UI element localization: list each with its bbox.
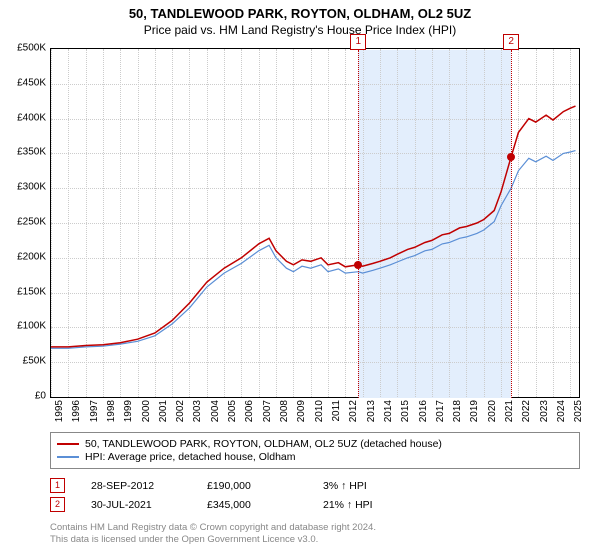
- marker-line: [358, 50, 359, 398]
- x-tick-label: 1999: [123, 400, 134, 422]
- legend-label: 50, TANDLEWOOD PARK, ROYTON, OLDHAM, OL2…: [85, 438, 442, 450]
- transaction-date: 28-SEP-2012: [91, 480, 181, 492]
- transaction-delta: 3% ↑ HPI: [323, 480, 413, 492]
- y-tick-label: £200K: [17, 251, 46, 262]
- x-tick-label: 2012: [348, 400, 359, 422]
- legend-row: HPI: Average price, detached house, Oldh…: [57, 451, 573, 463]
- marker-line: [511, 50, 512, 398]
- legend-swatch: [57, 443, 79, 445]
- x-tick-label: 2016: [418, 400, 429, 422]
- x-tick-label: 2009: [296, 400, 307, 422]
- legend-label: HPI: Average price, detached house, Oldh…: [85, 451, 296, 463]
- transaction-delta: 21% ↑ HPI: [323, 499, 413, 511]
- transaction-dot: [507, 153, 515, 161]
- legend-row: 50, TANDLEWOOD PARK, ROYTON, OLDHAM, OL2…: [57, 438, 573, 450]
- legend-swatch: [57, 456, 79, 458]
- footer-line: Contains HM Land Registry data © Crown c…: [50, 522, 376, 534]
- x-tick-label: 2002: [175, 400, 186, 422]
- transaction-dot: [354, 261, 362, 269]
- x-tick-label: 2017: [435, 400, 446, 422]
- y-tick-label: £150K: [17, 286, 46, 297]
- series-line: [51, 151, 576, 349]
- transaction-badge: 1: [50, 478, 65, 493]
- series-line: [51, 106, 576, 347]
- x-tick-label: 2008: [279, 400, 290, 422]
- x-tick-label: 1995: [54, 400, 65, 422]
- transaction-badge: 2: [50, 497, 65, 512]
- transaction-row: 1 28-SEP-2012 £190,000 3% ↑ HPI: [50, 478, 413, 493]
- x-tick-label: 2013: [366, 400, 377, 422]
- y-tick-label: £500K: [17, 43, 46, 54]
- x-tick-label: 2004: [210, 400, 221, 422]
- y-tick-label: £450K: [17, 77, 46, 88]
- x-tick-label: 2005: [227, 400, 238, 422]
- y-tick-label: £250K: [17, 217, 46, 228]
- transaction-price: £190,000: [207, 480, 297, 492]
- x-tick-label: 2014: [383, 400, 394, 422]
- marker-badge: 2: [503, 34, 519, 50]
- y-tick-label: £400K: [17, 112, 46, 123]
- line-series: [51, 49, 579, 397]
- x-tick-label: 2022: [521, 400, 532, 422]
- x-tick-label: 1998: [106, 400, 117, 422]
- x-tick-label: 2019: [469, 400, 480, 422]
- x-tick-label: 1996: [71, 400, 82, 422]
- marker-badge: 1: [350, 34, 366, 50]
- y-tick-label: £350K: [17, 147, 46, 158]
- transaction-table: 1 28-SEP-2012 £190,000 3% ↑ HPI 2 30-JUL-2021…: [50, 474, 413, 516]
- x-tick-label: 2000: [141, 400, 152, 422]
- plot-region: [50, 48, 580, 398]
- x-tick-label: 2011: [331, 400, 342, 422]
- x-tick-label: 2020: [487, 400, 498, 422]
- x-tick-label: 2023: [539, 400, 550, 422]
- x-tick-label: 2015: [400, 400, 411, 422]
- x-tick-label: 1997: [89, 400, 100, 422]
- chart-area: £0£50K£100K£150K£200K£250K£300K£350K£400…: [50, 48, 580, 398]
- transaction-price: £345,000: [207, 499, 297, 511]
- transaction-date: 30-JUL-2021: [91, 499, 181, 511]
- x-tick-label: 2021: [504, 400, 515, 422]
- x-tick-label: 2018: [452, 400, 463, 422]
- footer-line: This data is licensed under the Open Gov…: [50, 534, 376, 546]
- transaction-row: 2 30-JUL-2021 £345,000 21% ↑ HPI: [50, 497, 413, 512]
- x-tick-label: 2003: [192, 400, 203, 422]
- chart-title: 50, TANDLEWOOD PARK, ROYTON, OLDHAM, OL2…: [0, 6, 600, 21]
- x-tick-label: 2010: [314, 400, 325, 422]
- y-tick-label: £50K: [23, 356, 46, 367]
- x-tick-label: 2007: [262, 400, 273, 422]
- legend: 50, TANDLEWOOD PARK, ROYTON, OLDHAM, OL2…: [50, 432, 580, 469]
- x-tick-label: 2024: [556, 400, 567, 422]
- x-tick-label: 2006: [244, 400, 255, 422]
- y-tick-label: £0: [35, 391, 46, 402]
- y-tick-label: £100K: [17, 321, 46, 332]
- x-tick-label: 2025: [573, 400, 584, 422]
- x-tick-label: 2001: [158, 400, 169, 422]
- y-tick-label: £300K: [17, 182, 46, 193]
- footer-attribution: Contains HM Land Registry data © Crown c…: [50, 522, 376, 547]
